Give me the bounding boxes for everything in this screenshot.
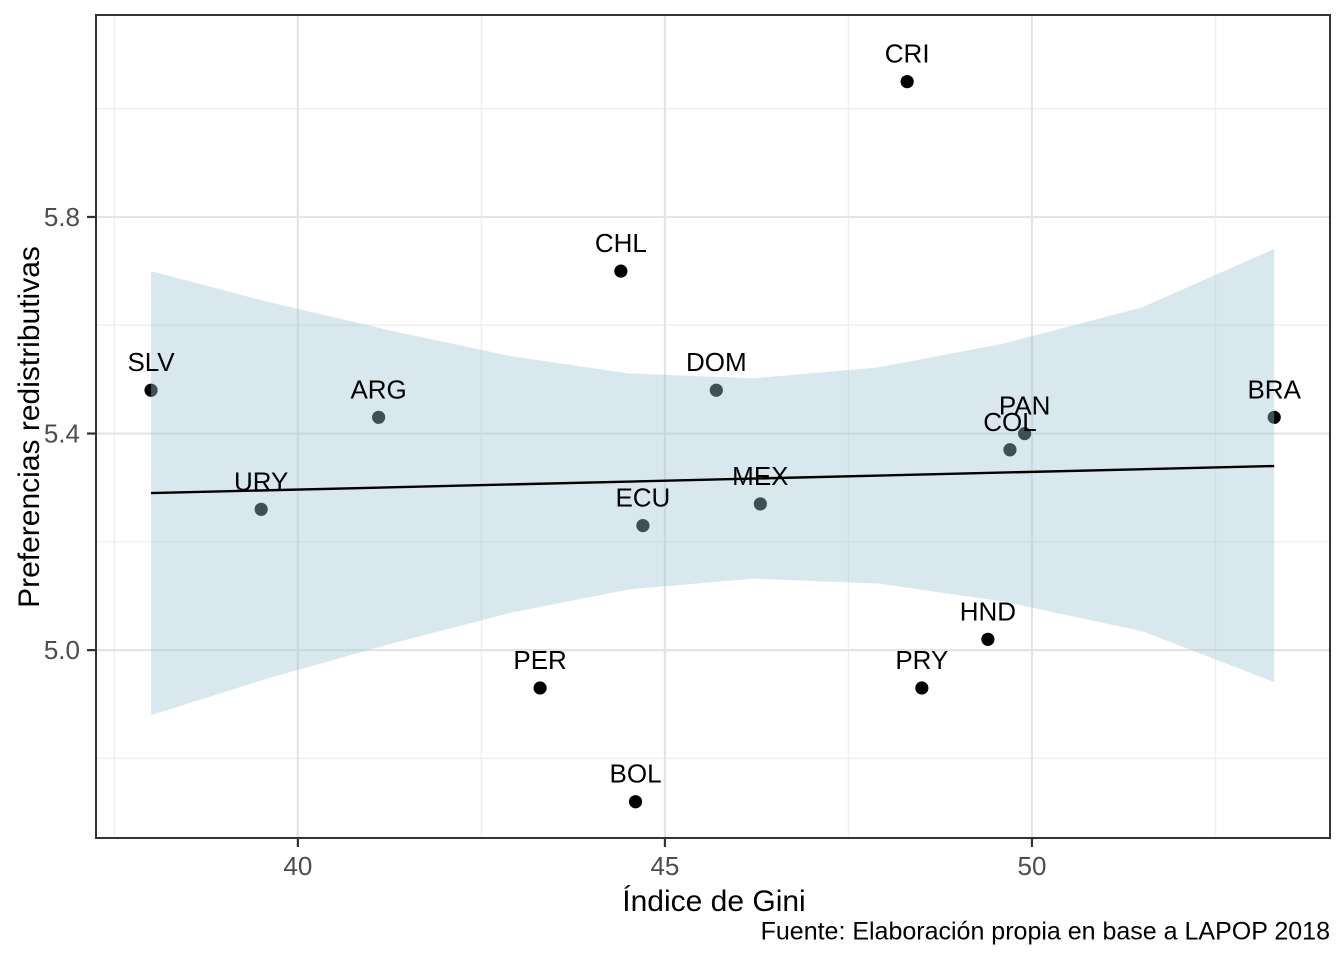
- data-point-PRY: [915, 681, 929, 695]
- data-point-ARG: [372, 410, 386, 424]
- point-label-DOM: DOM: [686, 347, 747, 377]
- x-axis-title: Índice de Gini: [622, 885, 806, 918]
- y-axis-title: Preferencias redistributivas: [13, 246, 46, 608]
- regression-line: [151, 464, 1275, 495]
- point-label-PAN: PAN: [999, 391, 1051, 421]
- point-label-ARG: ARG: [350, 374, 406, 404]
- data-point-PER: [533, 681, 547, 695]
- data-point-HND: [981, 632, 995, 646]
- y-tick-label: 5.0: [44, 635, 80, 665]
- x-tick-label: 40: [283, 851, 312, 881]
- source-caption: Fuente: Elaboración propia en base a LAP…: [760, 917, 1330, 946]
- data-point-PAN: [1018, 426, 1032, 441]
- data-point-DOM: [709, 383, 723, 397]
- point-label-BRA: BRA: [1247, 374, 1301, 404]
- x-tick-label: 50: [1017, 851, 1046, 881]
- y-tick-label: 5.4: [44, 419, 80, 449]
- data-point-ECU: [636, 518, 650, 533]
- data-point-MEX: [753, 497, 767, 511]
- point-label-ECU: ECU: [615, 483, 670, 513]
- y-tick-label: 5.8: [44, 202, 80, 232]
- data-point-BOL: [628, 795, 643, 809]
- point-label-CHL: CHL: [595, 228, 647, 258]
- data-point-CHL: [614, 264, 628, 278]
- data-point-SLV: [144, 383, 158, 397]
- panel-border: [95, 14, 1331, 839]
- point-label-MEX: MEX: [732, 461, 788, 491]
- point-label-CRI: CRI: [885, 39, 930, 69]
- confidence-band: [151, 248, 1275, 716]
- data-point-CRI: [900, 74, 914, 89]
- x-tick-label: 45: [650, 851, 679, 881]
- point-label-BOL: BOL: [610, 759, 662, 789]
- data-point-BRA: [1267, 410, 1281, 424]
- point-label-PRY: PRY: [895, 645, 948, 675]
- panel-background: [96, 15, 1330, 838]
- point-label-PER: PER: [513, 645, 566, 675]
- data-point-URY: [254, 502, 268, 516]
- point-label-COL: COL: [983, 407, 1036, 437]
- point-label-URY: URY: [234, 466, 288, 496]
- point-label-HND: HND: [960, 596, 1016, 626]
- data-point-COL: [1003, 443, 1017, 457]
- point-label-SLV: SLV: [127, 347, 175, 377]
